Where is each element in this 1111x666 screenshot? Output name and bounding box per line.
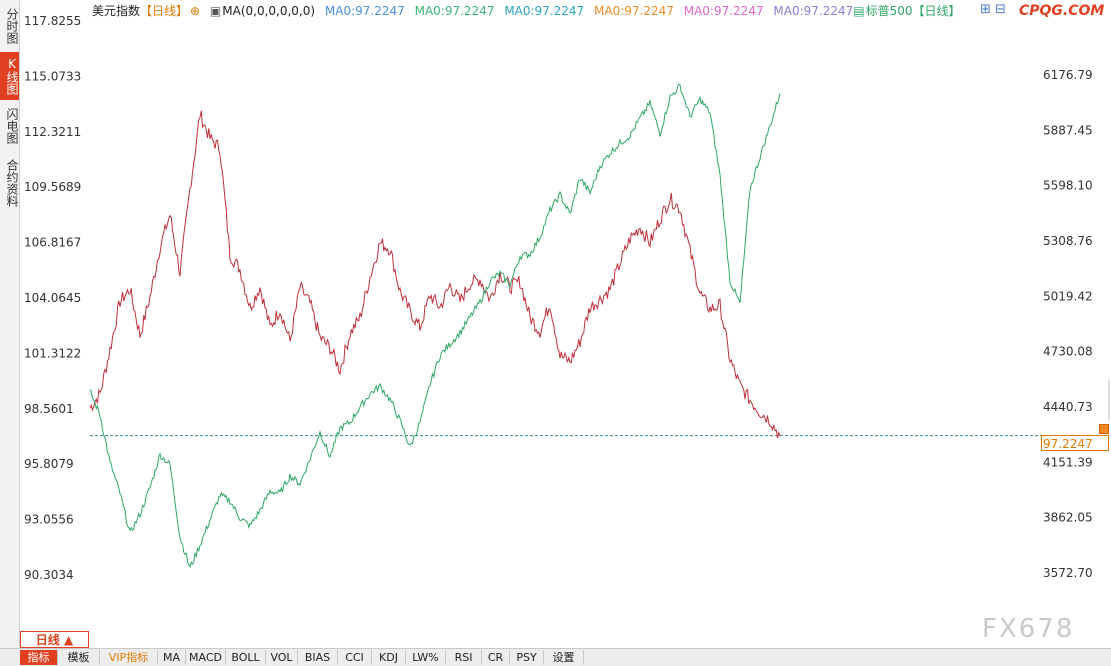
right-axis-tick: 5887.45 xyxy=(1043,123,1093,137)
ma-value-4: MA0:97.2247 xyxy=(594,4,674,18)
indicator-tab-template[interactable]: 模板 xyxy=(58,650,100,665)
x-axis-tick: 2022/12 xyxy=(242,630,292,631)
indicator-bar: 指标 模板 VIP指标 MA MACD BOLL VOL BIAS CCI KD… xyxy=(0,648,1111,666)
left-axis-tick: 90.3034 xyxy=(24,568,74,582)
current-price-tag: 97.2247 xyxy=(1041,435,1109,451)
overlay-period[interactable]: 【日线】 xyxy=(912,4,961,18)
x-axis-tick: 2022/08 xyxy=(173,630,223,631)
fullscreen-icon[interactable]: ⊞ xyxy=(980,2,991,17)
left-axis-tick: 112.3211 xyxy=(24,125,81,139)
right-axis-tick: 5019.42 xyxy=(1043,289,1093,303)
indicator-rsi[interactable]: RSI xyxy=(446,650,482,665)
left-axis-tick: 104.0645 xyxy=(24,291,81,305)
overlay-chart-icon[interactable]: ▤ xyxy=(853,4,865,18)
brand-logo: CPQG.COM xyxy=(1019,3,1105,19)
x-axis-tick: 2024/09 xyxy=(608,630,658,631)
ma-settings-icon[interactable]: ▣ xyxy=(209,4,222,18)
x-axis-tick: 2022/04 xyxy=(103,630,153,631)
split-view-icon[interactable]: ⊟ xyxy=(995,2,1006,17)
ma-value-1: MA0:97.2247 xyxy=(324,4,405,18)
indicator-cci[interactable]: CCI xyxy=(338,650,372,665)
watermark: FX678 xyxy=(982,614,1075,644)
indicator-macd[interactable]: MACD xyxy=(186,650,226,665)
add-compare-icon[interactable]: ⊕ xyxy=(190,4,201,18)
left-axis-tick: 115.0733 xyxy=(24,69,81,83)
indicator-bias[interactable]: BIAS xyxy=(298,650,338,665)
indicator-psy[interactable]: PSY xyxy=(510,650,544,665)
indicator-kdj[interactable]: KDJ xyxy=(372,650,406,665)
price-marker-icon[interactable] xyxy=(1099,424,1109,434)
right-axis-tick: 4730.08 xyxy=(1043,345,1093,359)
x-axis-tick: 2023/12 xyxy=(451,630,501,631)
indicator-ma[interactable]: MA xyxy=(158,650,186,665)
left-axis-tick: 98.5601 xyxy=(24,402,74,416)
x-axis-tick: 2023/04 xyxy=(311,630,361,631)
left-axis-tick: 106.8167 xyxy=(24,236,81,250)
period-selector[interactable]: 日线 ▲ xyxy=(20,631,89,648)
left-axis: 117.8255 115.0733 112.3211 109.5689 106.8167… xyxy=(24,14,81,582)
price-chart[interactable]: 117.8255 115.0733 112.3211 109.5689 106.8167… xyxy=(20,0,1111,631)
left-axis-tick: 95.8079 xyxy=(24,457,74,471)
instrument-name: 美元指数 xyxy=(92,4,141,18)
indicator-settings[interactable]: 设置 xyxy=(544,650,584,665)
x-axis-tick: 2024/05 xyxy=(537,630,587,631)
indicator-lw[interactable]: LW% xyxy=(406,650,446,665)
right-axis-tick: 4440.73 xyxy=(1043,400,1093,414)
ma-value-6: MA0:97.2247 xyxy=(773,4,854,18)
left-axis-tick: 109.5689 xyxy=(24,180,81,194)
left-axis-tick: 93.0556 xyxy=(24,513,74,527)
chart-tools: ⊞ ⊟ xyxy=(980,2,1006,17)
left-axis-tick: 101.3122 xyxy=(24,346,81,360)
indicator-cr[interactable]: CR xyxy=(482,650,510,665)
right-axis-tick: 3862.05 xyxy=(1043,511,1093,525)
ma-value-3: MA0:97.2247 xyxy=(504,4,585,18)
x-axis-tick: 2025/05 xyxy=(745,630,795,631)
right-axis-tick: 4151.39 xyxy=(1043,455,1093,469)
ma-value-5: MA0:97.2247 xyxy=(683,4,764,18)
dxy-series-line xyxy=(89,110,781,439)
x-axis: 2022/04 2022/08 2022/12 2023/04 2023/08 2023/… xyxy=(103,630,795,631)
tab-kline[interactable]: K线图 xyxy=(0,52,19,100)
instrument-period[interactable]: 【日线】 xyxy=(140,4,189,18)
series-layer xyxy=(89,83,781,568)
spx-series-line xyxy=(89,83,781,568)
right-axis: 6176.79 5887.45 5598.10 5308.76 5019.42 4730.… xyxy=(1043,68,1093,580)
left-axis-tick: 117.8255 xyxy=(24,14,81,28)
ma-value-2: MA0:97.2247 xyxy=(414,4,495,18)
x-axis-tick: 2025/01 xyxy=(677,630,727,631)
tab-timeshare[interactable]: 分时图 xyxy=(5,8,19,44)
view-tabs: 分时图 K线图 闪电图 合约资料 xyxy=(0,0,20,648)
right-axis-tick: 5598.10 xyxy=(1043,179,1093,193)
indicator-tab-main[interactable]: 指标 xyxy=(20,650,58,665)
overlay-name: 标普500 xyxy=(865,4,913,18)
chart-legend: 美元指数【日线】 ⊕ ▣MA(0,0,0,0,0,0) MA0:97.2247 M… xyxy=(92,2,967,18)
right-axis-tick: 6176.79 xyxy=(1043,68,1093,82)
indicator-tab-vip[interactable]: VIP指标 xyxy=(100,650,158,665)
right-axis-tick: 5308.76 xyxy=(1043,234,1093,248)
x-axis-tick: 2023/08 xyxy=(381,630,431,631)
indicator-boll[interactable]: BOLL xyxy=(226,650,266,665)
indicator-vol[interactable]: VOL xyxy=(266,650,298,665)
tab-contract-info[interactable]: 合约资料 xyxy=(5,159,19,207)
ma-header: MA(0,0,0,0,0,0) xyxy=(222,4,316,18)
tab-lightning[interactable]: 闪电图 xyxy=(5,108,19,144)
right-axis-tick: 3572.70 xyxy=(1043,566,1093,580)
